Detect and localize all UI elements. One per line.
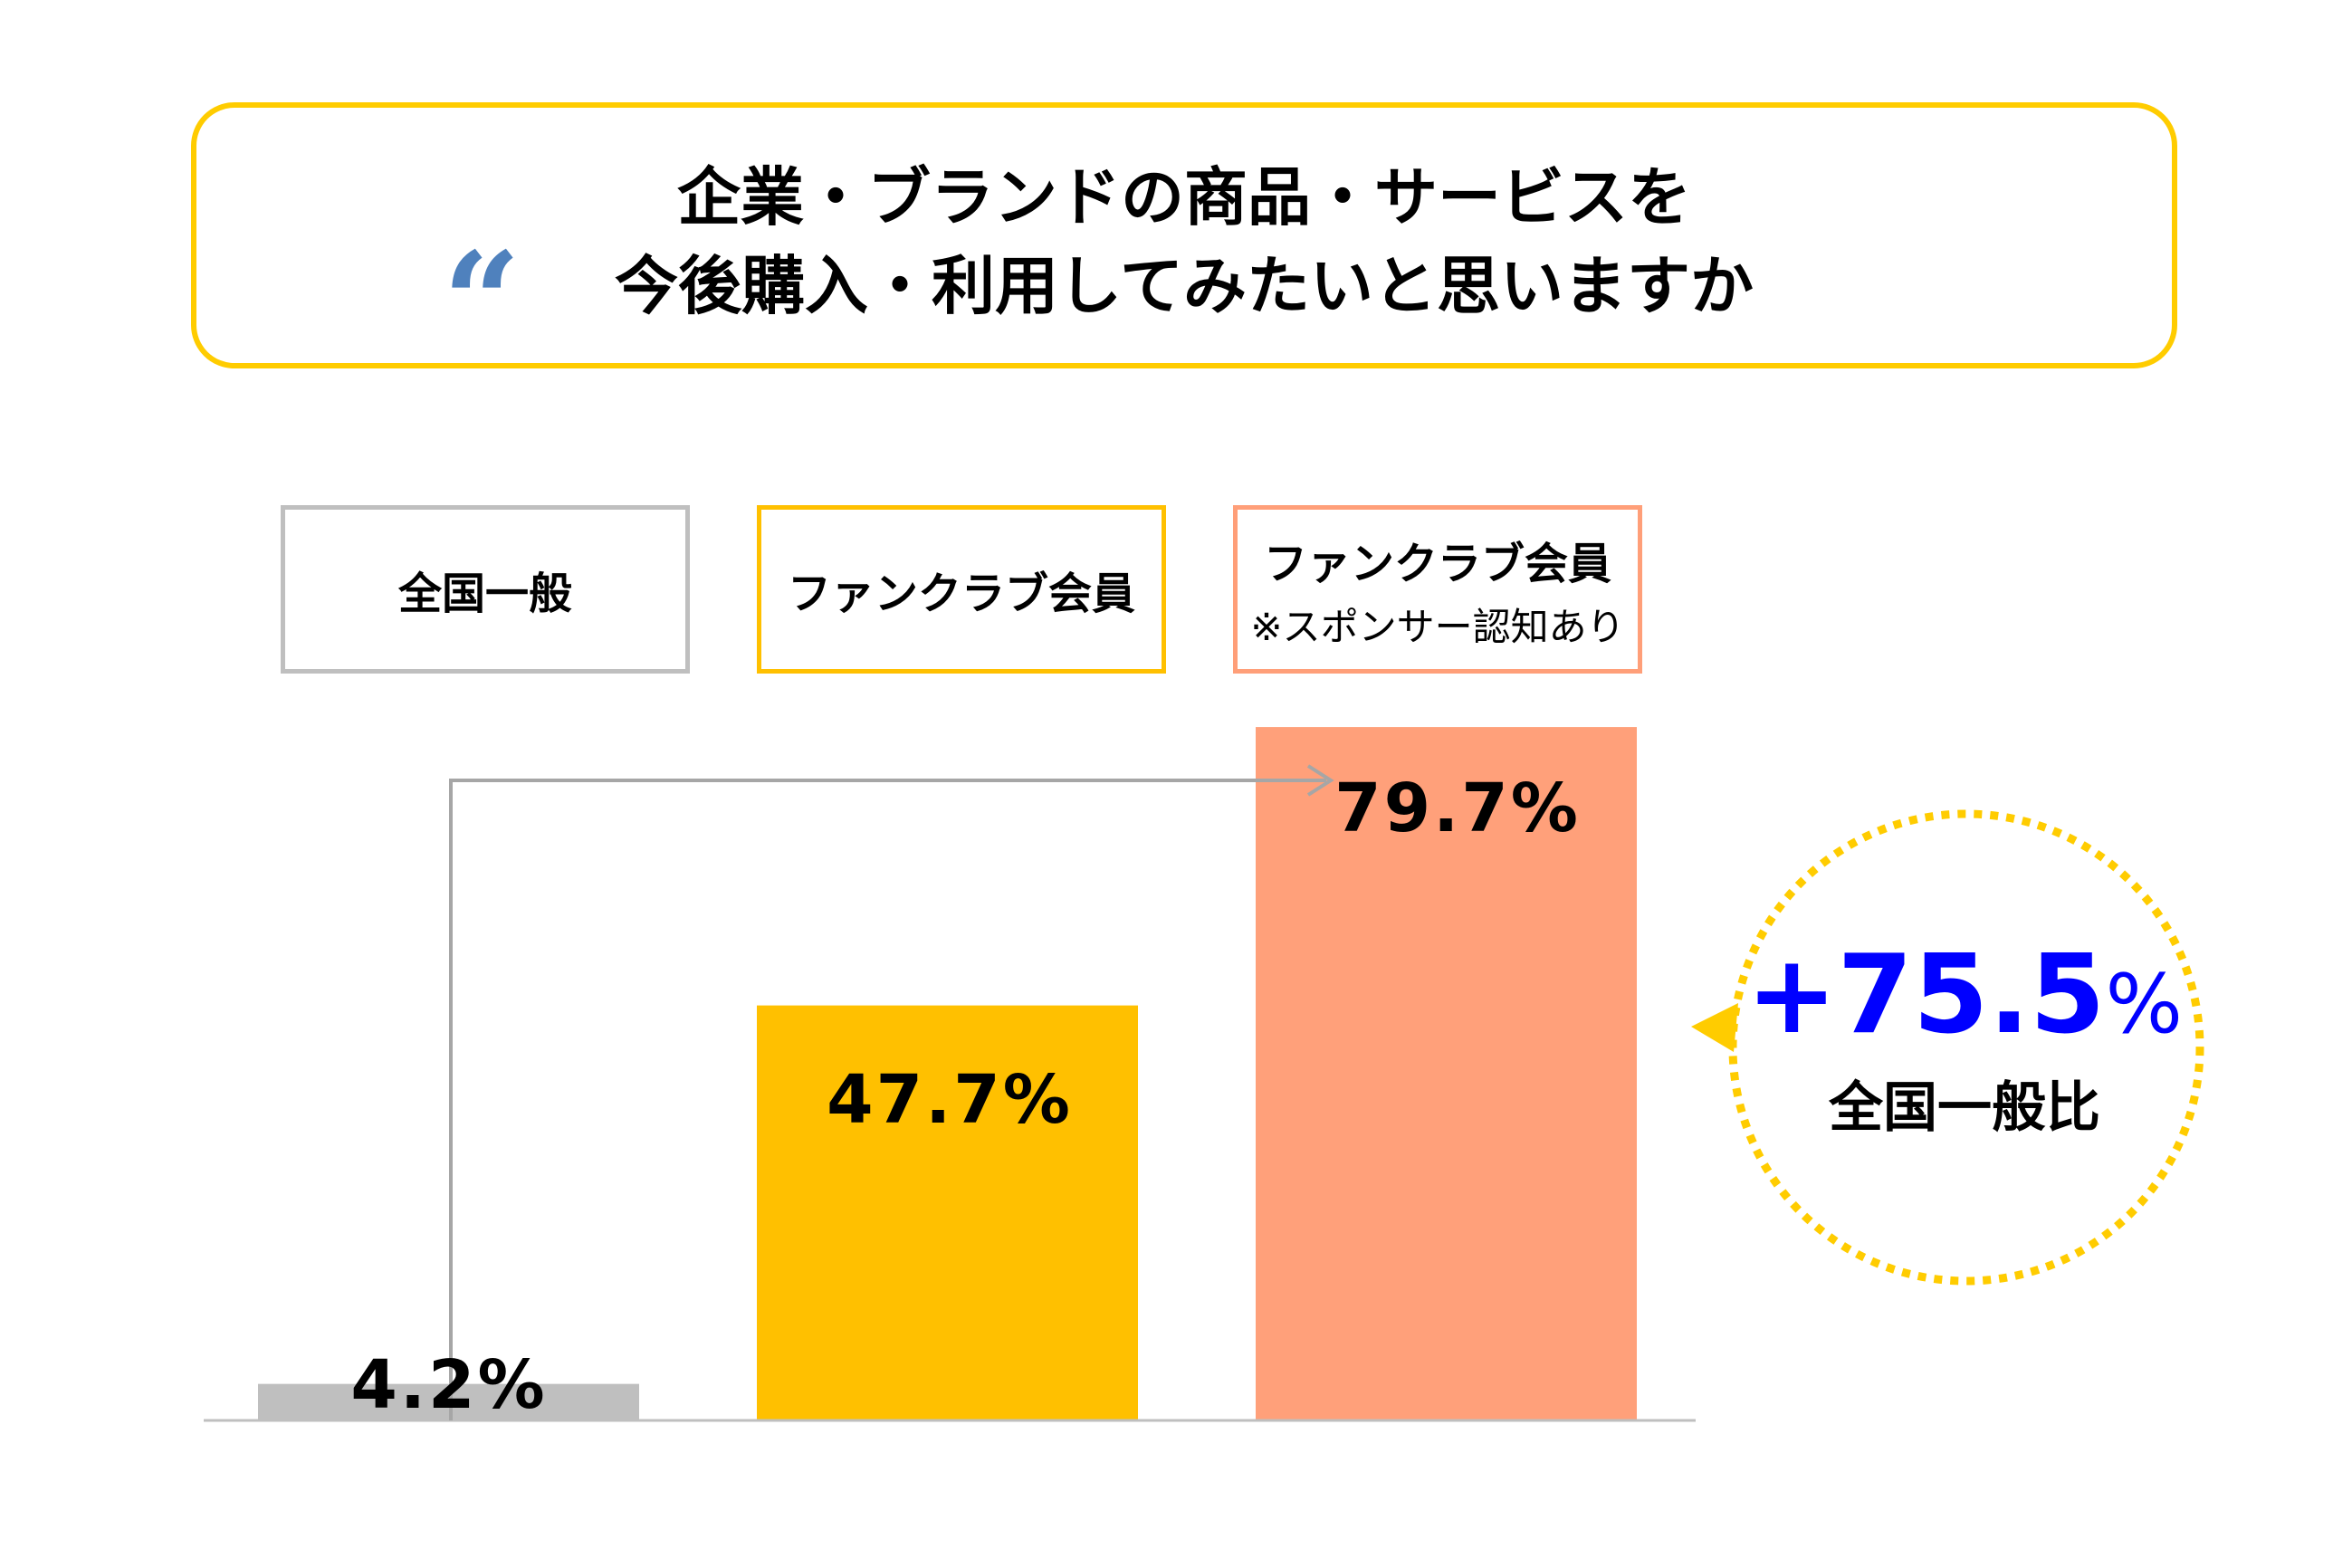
question-title: 企業・ブランドの商品・サービスを 今後購入・利用してみたいと思いますか xyxy=(196,153,2172,330)
difference-value: +75.5% xyxy=(1738,932,2191,1068)
difference-number: +75.5 xyxy=(1745,932,2106,1058)
legend-fanclub-sponsor: ファンクラブ会員 ※スポンサー認知あり xyxy=(1233,505,1642,674)
difference-caption: 全国一般比 xyxy=(1829,1076,2100,1140)
bar-2 xyxy=(1256,727,1637,1420)
data-label-2: 79.7% xyxy=(1334,770,1581,847)
title-line-2: 今後購入・利用してみたいと思いますか xyxy=(615,249,1754,323)
legend-general: 全国一般 xyxy=(281,505,690,674)
legend-label: 全国一般 xyxy=(397,569,572,619)
legend-fanclub: ファンクラブ会員 xyxy=(757,505,1166,674)
callout-arrowhead-icon xyxy=(1691,1003,1738,1052)
comparison-arrowhead-icon xyxy=(1306,764,1334,797)
legend-sublabel: ※スポンサー認知あり xyxy=(1250,604,1625,649)
question-box: “ 企業・ブランドの商品・サービスを 今後購入・利用してみたいと思いますか xyxy=(191,102,2177,382)
bar-0 xyxy=(258,1383,639,1420)
quote-icon: “ xyxy=(443,223,521,382)
legend-label: ファンクラブ会員 xyxy=(1263,538,1611,589)
title-line-1: 企業・ブランドの商品・サービスを xyxy=(677,160,1691,234)
data-label-1: 47.7% xyxy=(827,1061,1073,1139)
difference-unit: % xyxy=(2105,957,2184,1052)
legend-label: ファンクラブ会員 xyxy=(787,569,1135,619)
comparison-arrow-line xyxy=(449,779,1326,1420)
bar-1 xyxy=(757,1005,1138,1420)
data-label-0: 4.2% xyxy=(350,1346,547,1424)
